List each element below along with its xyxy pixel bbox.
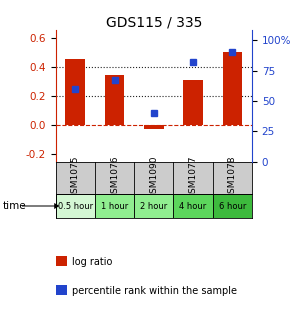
Text: GSM1077: GSM1077 — [189, 156, 197, 199]
Bar — [134, 194, 173, 218]
Bar — [173, 194, 213, 218]
Text: 0.5 hour: 0.5 hour — [58, 202, 93, 210]
Text: time: time — [3, 201, 27, 211]
Bar — [95, 194, 134, 218]
Title: GDS115 / 335: GDS115 / 335 — [106, 15, 202, 29]
Text: GSM1078: GSM1078 — [228, 156, 237, 199]
Text: percentile rank within the sample: percentile rank within the sample — [72, 286, 237, 296]
Bar — [66, 59, 85, 125]
Text: 4 hour: 4 hour — [179, 202, 207, 210]
Text: 1 hour: 1 hour — [101, 202, 128, 210]
Text: GSM1076: GSM1076 — [110, 156, 119, 199]
Text: GSM1075: GSM1075 — [71, 156, 80, 199]
Text: log ratio: log ratio — [72, 257, 112, 267]
Bar — [56, 194, 95, 218]
Bar — [144, 125, 163, 129]
Bar — [183, 80, 203, 125]
Text: GSM1090: GSM1090 — [149, 156, 158, 199]
Text: 6 hour: 6 hour — [219, 202, 246, 210]
Bar — [213, 194, 252, 218]
Text: 2 hour: 2 hour — [140, 202, 168, 210]
Bar — [105, 76, 124, 125]
Bar — [223, 52, 242, 125]
